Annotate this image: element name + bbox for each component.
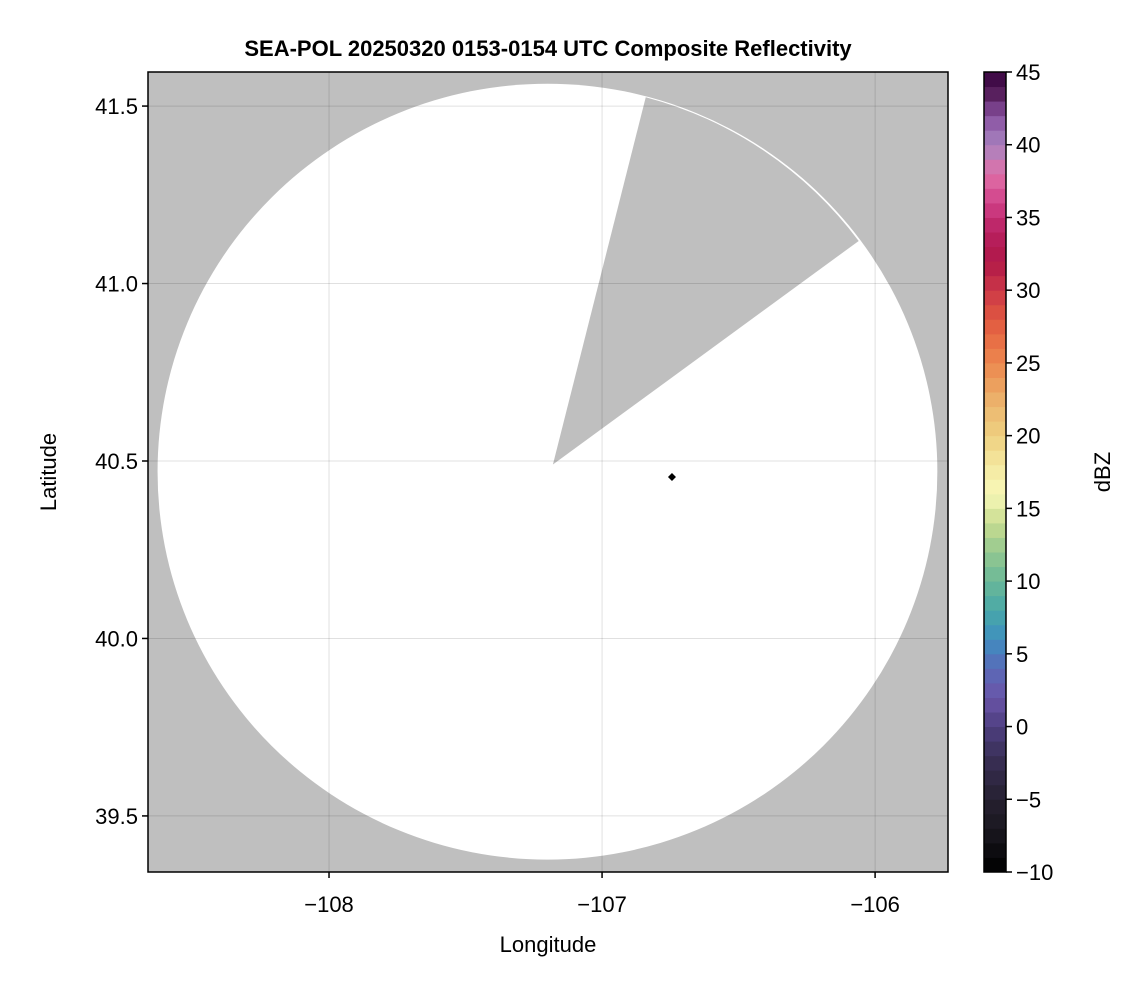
colorbar-bin xyxy=(984,450,1006,466)
colorbar-bin xyxy=(984,377,1006,393)
x-axis-label: Longitude xyxy=(500,932,597,957)
colorbar-bin xyxy=(984,202,1006,218)
colorbar-bin xyxy=(984,217,1006,233)
y-tick-label: 39.5 xyxy=(95,804,138,829)
colorbar-bin xyxy=(984,479,1006,495)
y-tick-label: 41.0 xyxy=(95,272,138,297)
x-tick-label: −107 xyxy=(577,892,627,917)
y-axis-label: Latitude xyxy=(36,433,61,511)
colorbar-bin xyxy=(984,624,1006,640)
colorbar-bin xyxy=(984,581,1006,597)
colorbar-tick-label: −5 xyxy=(1016,787,1041,812)
colorbar-bin xyxy=(984,144,1006,160)
colorbar-tick-label: 15 xyxy=(1016,496,1040,521)
marker-diamond xyxy=(667,472,676,481)
colorbar-tick-label: 20 xyxy=(1016,424,1040,449)
colorbar: −10 −5 0 5 10 15 20 25 30 35 40 45 xyxy=(983,60,1053,885)
colorbar-tick-label: 40 xyxy=(1016,133,1040,158)
colorbar-bin xyxy=(984,333,1006,349)
y-tick-label: 40.0 xyxy=(95,626,138,651)
colorbar-bin xyxy=(984,595,1006,611)
y-tick-label: 40.5 xyxy=(95,449,138,474)
colorbar-bin xyxy=(984,770,1006,786)
colorbar-bin xyxy=(984,799,1006,815)
colorbar-tick-label: −10 xyxy=(1016,860,1053,885)
colorbar-bin xyxy=(984,653,1006,669)
colorbar-bin xyxy=(984,319,1006,335)
colorbar-bin xyxy=(984,755,1006,771)
colorbar-bin xyxy=(984,392,1006,408)
colorbar-bin xyxy=(984,275,1006,291)
colorbar-bin xyxy=(984,188,1006,204)
colorbar-bin xyxy=(984,522,1006,538)
colorbar-bin xyxy=(984,726,1006,742)
colorbar-bin xyxy=(984,362,1006,378)
colorbar-bin xyxy=(984,435,1006,451)
colorbar-bin xyxy=(984,697,1006,713)
colorbar-bin xyxy=(984,493,1006,509)
colorbar-bin xyxy=(984,552,1006,568)
blocked-sector xyxy=(552,97,859,465)
x-tick-label: −108 xyxy=(304,892,354,917)
colorbar-tick-label: 5 xyxy=(1016,642,1028,667)
colorbar-bin xyxy=(984,232,1006,248)
colorbar-bin xyxy=(984,159,1006,175)
colorbar-bin xyxy=(984,842,1006,858)
colorbar-bin xyxy=(984,115,1006,131)
colorbar-bin xyxy=(984,421,1006,437)
colorbar-bin xyxy=(984,682,1006,698)
colorbar-frame xyxy=(983,71,1007,873)
colorbar-bin xyxy=(984,406,1006,422)
colorbar-bin xyxy=(984,290,1006,306)
colorbar-tick-label: 0 xyxy=(1016,715,1028,740)
colorbar-bin xyxy=(984,72,1006,88)
colorbar-bin xyxy=(984,668,1006,684)
colorbar-bin xyxy=(984,101,1006,117)
colorbar-bin xyxy=(984,566,1006,582)
y-tick-label: 41.5 xyxy=(95,94,138,119)
colorbar-bin xyxy=(984,639,1006,655)
colorbar-bin xyxy=(984,712,1006,728)
colorbar-bin xyxy=(984,610,1006,626)
colorbar-tick-label: 25 xyxy=(1016,351,1040,376)
colorbar-bin xyxy=(984,304,1006,320)
colorbar-bin xyxy=(984,130,1006,146)
colorbar-bin xyxy=(984,741,1006,757)
colorbar-bin xyxy=(984,246,1006,262)
colorbar-bin xyxy=(984,508,1006,524)
colorbar-bin xyxy=(984,86,1006,102)
plot-frame xyxy=(147,71,949,873)
colorbar-bin xyxy=(984,464,1006,480)
colorbar-bin xyxy=(984,828,1006,844)
plot-area: −108 −107 −106 39.5 40.0 40.5 41.0 41.5 xyxy=(95,71,949,917)
colorbar-label: dBZ xyxy=(1090,452,1115,492)
colorbar-bin xyxy=(984,173,1006,189)
colorbar-tick-label: 45 xyxy=(1016,60,1040,85)
colorbar-bin xyxy=(984,857,1006,873)
chart-title: SEA-POL 20250320 0153-0154 UTC Composite… xyxy=(244,36,852,61)
colorbar-bin xyxy=(984,537,1006,553)
colorbar-bin xyxy=(984,348,1006,364)
colorbar-tick-label: 10 xyxy=(1016,569,1040,594)
colorbar-tick-label: 35 xyxy=(1016,205,1040,230)
x-tick-label: −106 xyxy=(850,892,900,917)
colorbar-bin xyxy=(984,784,1006,800)
colorbar-bin xyxy=(984,813,1006,829)
colorbar-tick-label: 30 xyxy=(1016,278,1040,303)
colorbar-bin xyxy=(984,261,1006,277)
